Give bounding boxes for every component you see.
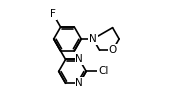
Text: N: N [89,34,97,44]
Text: N: N [76,78,83,88]
Text: Cl: Cl [98,66,108,76]
Text: O: O [109,45,117,55]
Text: N: N [76,55,83,65]
Text: F: F [50,9,56,19]
